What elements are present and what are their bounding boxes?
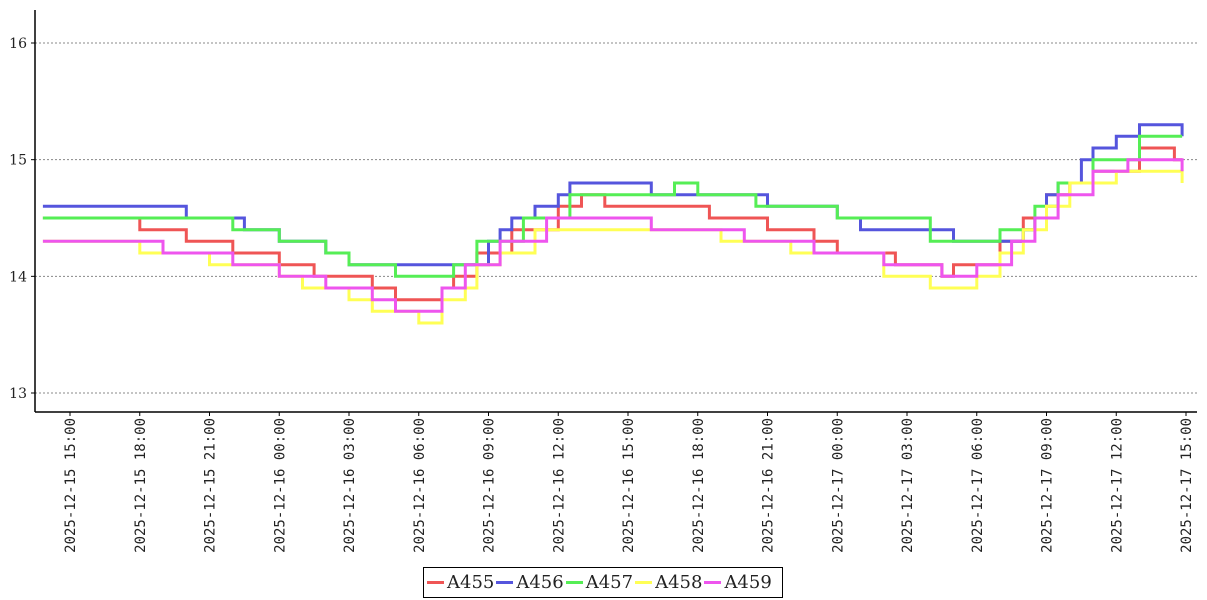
y-tick-label: 15 bbox=[9, 153, 27, 169]
x-tick-label: 2025-12-17 15:00 bbox=[1179, 418, 1195, 553]
y-tick-labels: 13 14 15 16 bbox=[9, 36, 35, 402]
y-tick-label: 14 bbox=[9, 269, 27, 285]
legend-item-a458: A458 bbox=[635, 572, 702, 593]
legend-swatch bbox=[635, 581, 653, 584]
y-tick-label: 16 bbox=[9, 36, 27, 52]
x-tick-labels: 2025-12-15 15:00 2025-12-15 18:00 2025-12-… bbox=[63, 412, 1195, 553]
axes bbox=[34, 10, 1197, 413]
legend-swatch bbox=[496, 581, 514, 584]
legend-swatch bbox=[565, 581, 583, 584]
x-tick-label: 2025-12-16 15:00 bbox=[621, 418, 637, 553]
x-tick-label: 2025-12-16 12:00 bbox=[551, 418, 567, 553]
legend-item-a456: A456 bbox=[496, 572, 564, 593]
legend-label: A456 bbox=[516, 572, 564, 593]
legend-item-a457: A457 bbox=[565, 572, 634, 593]
x-tick-label: 2025-12-16 06:00 bbox=[412, 418, 428, 553]
series-line-a457 bbox=[42, 134, 1183, 278]
y-gridlines bbox=[35, 42, 1197, 394]
x-tick-label: 2025-12-17 09:00 bbox=[1040, 418, 1056, 553]
x-tick-label: 2025-12-15 18:00 bbox=[133, 418, 149, 553]
x-tick-label: 2025-12-16 09:00 bbox=[482, 418, 498, 553]
legend-item-a455: A455 bbox=[427, 572, 494, 593]
x-tick-label: 2025-12-15 15:00 bbox=[63, 418, 79, 553]
series-lines bbox=[42, 123, 1184, 325]
series-line-a458 bbox=[42, 169, 1184, 325]
x-tick-label: 2025-12-17 06:00 bbox=[970, 418, 986, 553]
legend-label: A455 bbox=[447, 572, 495, 593]
series-line-a459 bbox=[42, 158, 1184, 313]
x-tick-label: 2025-12-16 18:00 bbox=[691, 418, 707, 553]
x-tick-label: 2025-12-16 03:00 bbox=[342, 418, 358, 553]
x-tick-label: 2025-12-16 00:00 bbox=[272, 418, 288, 553]
x-tick-label: 2025-12-17 03:00 bbox=[900, 418, 916, 553]
legend-swatch bbox=[704, 581, 722, 584]
legend-label: A458 bbox=[655, 572, 703, 593]
x-tick-label: 2025-12-16 21:00 bbox=[761, 418, 777, 553]
x-tick-label: 2025-12-17 00:00 bbox=[830, 418, 846, 553]
x-tick-label: 2025-12-15 21:00 bbox=[203, 418, 219, 553]
y-tick-label: 13 bbox=[9, 386, 27, 402]
legend-label: A457 bbox=[585, 572, 634, 593]
x-tick-label: 2025-12-17 12:00 bbox=[1109, 418, 1125, 553]
legend-label: A459 bbox=[724, 572, 772, 593]
series-line-a455 bbox=[42, 146, 1183, 302]
legend: A455 A456 A457 A458 A459 bbox=[423, 567, 783, 598]
legend-item-a459: A459 bbox=[704, 572, 772, 593]
legend-swatch bbox=[427, 581, 444, 584]
